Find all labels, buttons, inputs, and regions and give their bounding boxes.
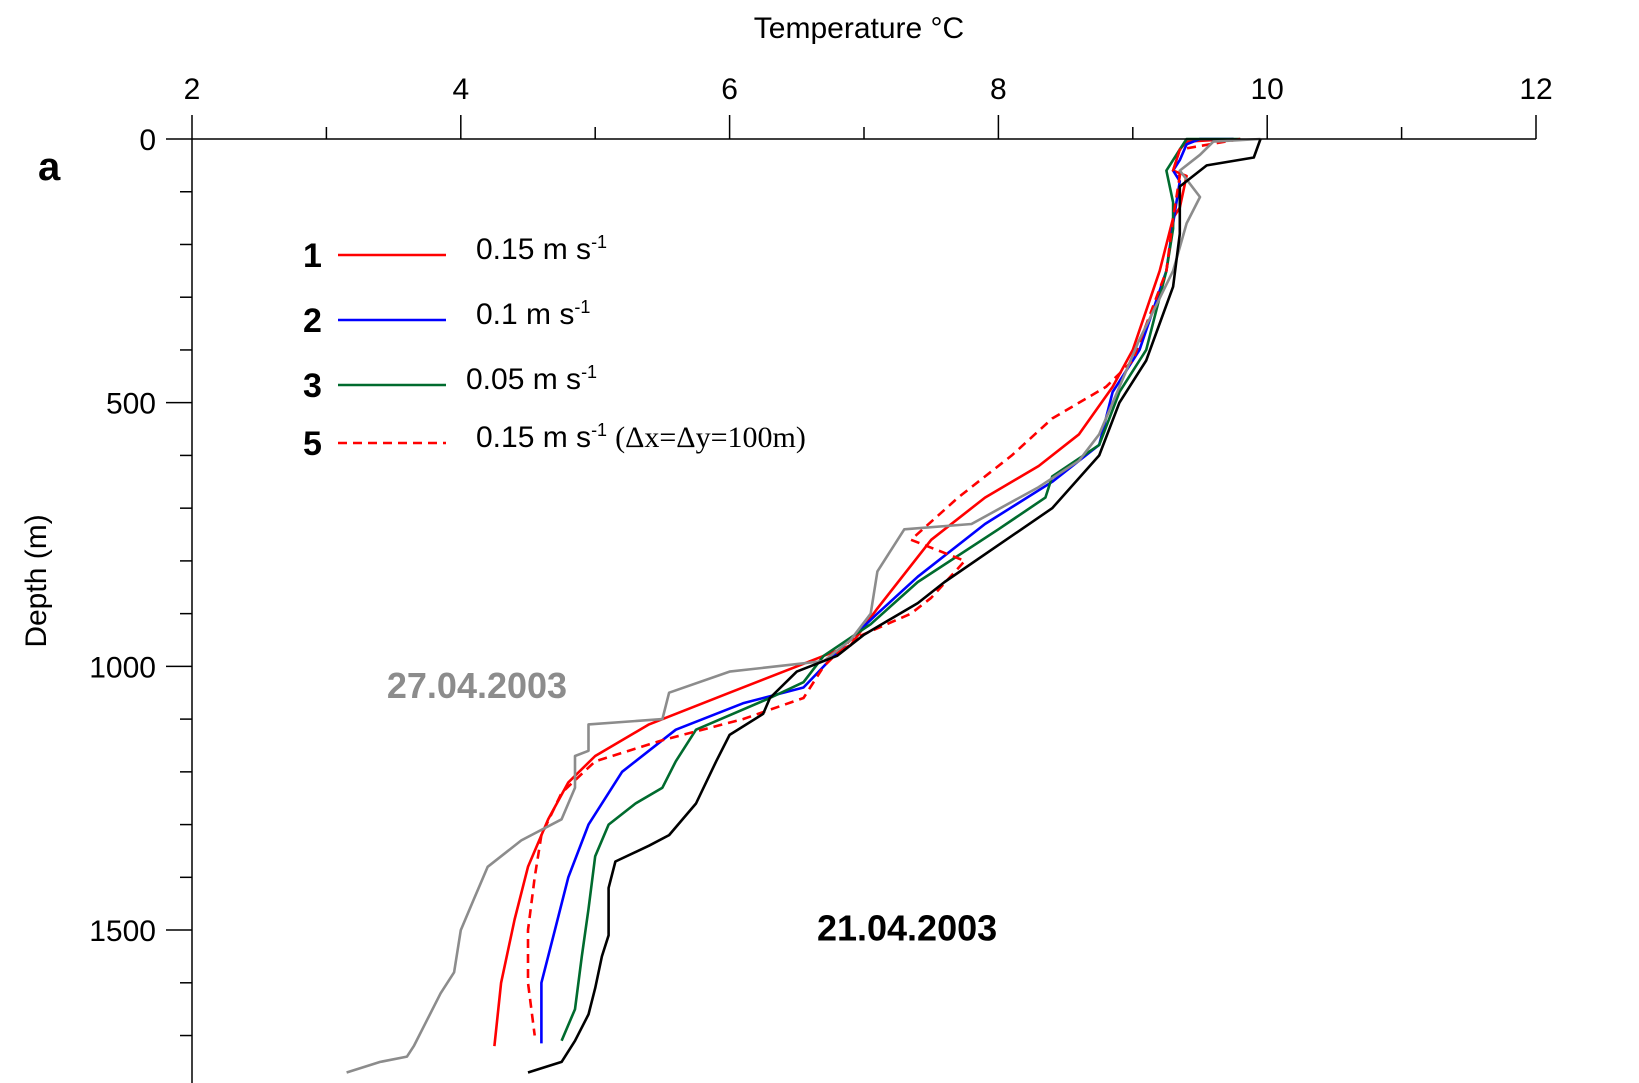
- legend-item-number: 3: [303, 367, 322, 405]
- series-line-2: [540, 137, 1234, 1044]
- x-tick-label: 6: [721, 73, 738, 106]
- series-line-5: [526, 137, 1241, 1036]
- annotation-date-27-04-2003: 27.04.2003: [387, 665, 567, 706]
- legend-item-number: 5: [303, 425, 322, 463]
- legend-item-label-extra: (Δx=Δy=100m): [615, 421, 806, 454]
- legend-item-label-sup: -1: [591, 232, 607, 252]
- legend-item-number: 2: [303, 302, 322, 340]
- legend-item-3: 3 0.05 m s-1: [303, 362, 597, 405]
- series-line-27-04-2003: [346, 137, 1261, 1074]
- legend-item-label: 0.15 m s-1 (Δx=Δy=100m): [476, 420, 806, 454]
- x-axis-title-unit: °C: [931, 12, 965, 45]
- annotations: 27.04.2003 21.04.2003: [387, 665, 997, 949]
- annotation-date-21-04-2003: 21.04.2003: [817, 908, 997, 949]
- x-tick-label: 2: [184, 73, 201, 106]
- y-tick-label: 0: [139, 124, 156, 157]
- legend-item-5: 5 0.15 m s-1 (Δx=Δy=100m): [303, 420, 806, 463]
- legend-item-label-main: 0.15 m s: [476, 421, 591, 454]
- y-tick-label: 1500: [89, 915, 156, 948]
- legend-item-number: 1: [303, 237, 322, 275]
- legend-item-label-main: 0.05 m s: [466, 363, 581, 396]
- x-tick-label: 10: [1251, 73, 1284, 106]
- legend-item-label-main: 0.1 m s: [476, 298, 574, 331]
- legend-item-label-sup: -1: [581, 362, 597, 382]
- x-tick-label: 4: [452, 73, 469, 106]
- plot-area: [346, 137, 1262, 1074]
- x-tick-label: 8: [990, 73, 1007, 106]
- series-line-3: [560, 137, 1241, 1042]
- legend-item-label: 0.05 m s-1: [466, 362, 597, 396]
- legend: 1 0.15 m s-12 0.1 m s-13 0.05 m s-15 0.15 m …: [303, 232, 806, 463]
- legend-item-label-main: 0.15 m s: [476, 233, 591, 266]
- legend-item-label-sup: -1: [574, 297, 590, 317]
- legend-item-label: 0.1 m s-1: [476, 297, 590, 331]
- legend-item-1: 1 0.15 m s-1: [303, 232, 607, 275]
- x-axis-title: Temperature °C: [754, 12, 964, 45]
- legend-item-label: 0.15 m s-1: [476, 232, 607, 266]
- series-line-21-04-2003: [527, 138, 1262, 1074]
- x-axis-title-text: Temperature: [754, 12, 931, 45]
- panel-label: a: [38, 145, 61, 189]
- y-tick-label: 1000: [89, 651, 156, 684]
- x-tick-label: 12: [1519, 73, 1552, 106]
- legend-item-2: 2 0.1 m s-1: [303, 297, 590, 340]
- legend-item-label-sup: -1: [591, 420, 607, 440]
- y-axis-title: Depth (m): [20, 514, 53, 647]
- y-tick-label: 500: [106, 388, 156, 421]
